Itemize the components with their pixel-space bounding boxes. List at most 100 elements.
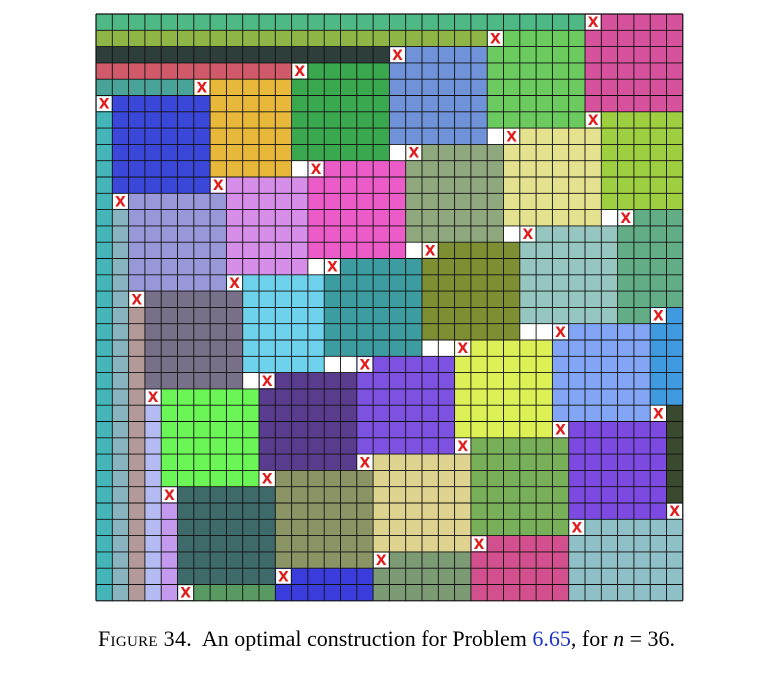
x-marker: X <box>422 243 438 259</box>
colored-block <box>128 291 145 601</box>
x-marker-box <box>227 275 242 291</box>
x-marker-label: X <box>653 309 664 325</box>
x-marker-label: X <box>213 178 224 194</box>
x-marker: X <box>357 454 373 471</box>
x-marker: X <box>585 14 601 31</box>
x-marker-label: X <box>555 423 566 439</box>
x-marker-label: X <box>457 341 468 357</box>
x-marker-label: X <box>425 243 436 259</box>
x-marker: X <box>162 487 177 504</box>
x-marker-label: X <box>131 292 142 308</box>
x-marker-box <box>553 324 568 340</box>
caption-label: Figure 34. <box>97 626 193 651</box>
x-marker: X <box>618 210 634 227</box>
x-marker-label: X <box>376 553 387 569</box>
caption-text-middle: , for <box>570 626 608 651</box>
x-marker-label: X <box>278 569 289 585</box>
x-marker: X <box>553 324 568 341</box>
x-marker-box <box>194 80 210 95</box>
x-marker-label: X <box>115 194 126 210</box>
x-marker: X <box>357 357 373 373</box>
x-marker: X <box>325 259 340 276</box>
x-marker-label: X <box>229 276 240 292</box>
x-marker: X <box>308 161 324 178</box>
colored-block <box>96 95 113 601</box>
x-marker-label: X <box>294 64 305 80</box>
x-marker-box <box>569 520 585 535</box>
x-markers: X X X X X X X X X X X X X X X X X X X X X X X X X X X X X X X X X X X X <box>96 14 682 602</box>
x-marker-box <box>259 373 275 389</box>
x-marker: X <box>113 194 128 210</box>
colored-block <box>144 388 162 601</box>
x-marker-box <box>553 422 568 437</box>
x-marker-label: X <box>588 113 599 129</box>
x-marker-box <box>585 14 601 30</box>
x-marker: X <box>455 340 471 357</box>
x-marker-box <box>325 259 340 274</box>
x-marker-label: X <box>620 211 631 227</box>
x-marker-label: X <box>180 586 191 602</box>
x-marker-box <box>357 454 373 470</box>
x-marker-box <box>504 128 519 144</box>
x-marker: X <box>276 569 291 585</box>
problem-link[interactable]: 6.65 <box>532 626 571 651</box>
x-marker: X <box>471 536 487 553</box>
x-marker: X <box>373 552 389 569</box>
x-marker: X <box>129 291 145 308</box>
x-marker-label: X <box>392 48 403 64</box>
x-marker-label: X <box>588 15 599 31</box>
x-marker: X <box>227 275 242 292</box>
x-marker: X <box>520 226 536 243</box>
x-marker-box <box>113 194 128 209</box>
x-marker-label: X <box>197 80 208 96</box>
x-marker-label: X <box>653 406 664 422</box>
x-marker: X <box>455 438 471 455</box>
x-marker: X <box>651 406 666 422</box>
x-marker-label: X <box>523 227 534 243</box>
x-marker: X <box>259 471 275 488</box>
x-marker: X <box>292 63 308 80</box>
x-marker-box <box>96 96 112 111</box>
x-marker-box <box>373 552 389 568</box>
x-marker-label: X <box>555 325 566 341</box>
x-marker-label: X <box>311 162 322 178</box>
x-marker: X <box>585 112 601 129</box>
x-marker-box <box>259 471 275 486</box>
x-marker-label: X <box>164 488 175 504</box>
x-marker-label: X <box>262 472 273 488</box>
x-marker-box <box>210 177 226 193</box>
x-marker: X <box>569 520 585 536</box>
x-marker-label: X <box>490 31 501 47</box>
x-marker-box <box>422 243 438 258</box>
x-marker: X <box>390 47 405 64</box>
x-marker-label: X <box>457 439 468 455</box>
grid-lines <box>95 13 684 602</box>
x-marker: X <box>96 96 112 113</box>
grid-figure: X X X X X X X X X X X X X X X X X X X X X X X X X X X X X X X X X X X X <box>95 13 684 602</box>
x-marker-label: X <box>669 504 680 520</box>
x-marker-label: X <box>506 129 517 145</box>
caption-variable: n <box>613 626 625 651</box>
x-marker-label: X <box>408 146 419 162</box>
x-marker-box <box>292 63 308 79</box>
x-marker-label: X <box>360 455 371 471</box>
x-marker-box <box>455 438 471 454</box>
x-marker-label: X <box>474 537 485 553</box>
x-marker-box <box>406 145 422 160</box>
x-marker: X <box>553 422 568 439</box>
x-marker: X <box>504 128 519 145</box>
figure-caption: Figure 34. An optimal construction for P… <box>0 626 773 652</box>
x-marker-box <box>471 536 487 552</box>
x-marker-box <box>618 210 634 226</box>
x-marker-box <box>178 585 193 600</box>
x-marker: X <box>667 503 682 520</box>
x-marker-label: X <box>99 97 110 113</box>
x-marker-box <box>308 161 324 177</box>
caption-text: An optimal construction for Problem <box>201 626 527 651</box>
x-marker-box <box>667 503 682 519</box>
x-marker-label: X <box>360 357 371 373</box>
x-marker: X <box>488 31 503 47</box>
x-marker: X <box>259 373 275 390</box>
x-marker-box <box>488 31 503 46</box>
x-marker: X <box>651 308 666 325</box>
